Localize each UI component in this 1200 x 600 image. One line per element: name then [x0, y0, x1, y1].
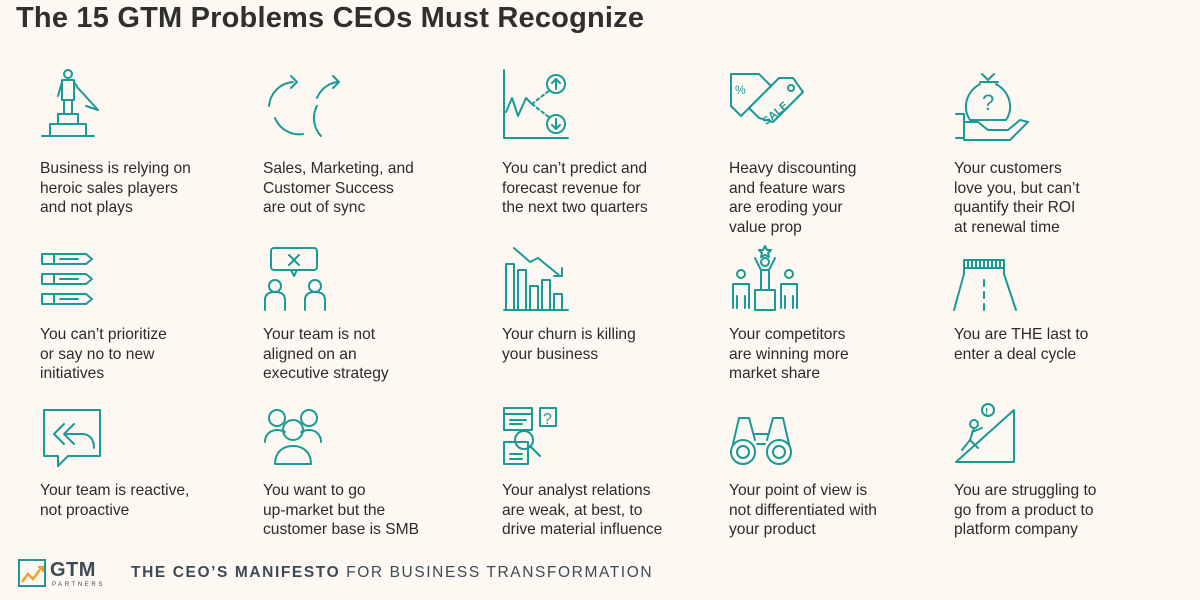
- svg-text:%: %: [735, 83, 746, 97]
- svg-text:!: !: [985, 407, 988, 418]
- priority-list-icon: [40, 246, 120, 326]
- problem-text: Your churn is killing your business: [502, 326, 636, 363]
- problem-text: Sales, Marketing, and Customer Success a…: [263, 160, 414, 217]
- disagreement-icon: [263, 246, 343, 326]
- problem-text: Your competitors are winning more market…: [729, 326, 849, 383]
- page-title: The 15 GTM Problems CEOs Must Recognize: [16, 2, 645, 34]
- problem-text: You are struggling to go from a product …: [954, 482, 1097, 539]
- problem-text: Your customers love you, but can’t quant…: [954, 160, 1080, 236]
- svg-text:?: ?: [543, 411, 552, 428]
- footer-tagline: THE CEO’S MANIFESTO FOR BUSINESS TRANSFO…: [131, 564, 653, 582]
- tagline-rest: FOR BUSINESS TRANSFORMATION: [340, 564, 654, 581]
- problem-text: You want to go up-market but the custome…: [263, 482, 419, 539]
- svg-text:?: ?: [982, 90, 994, 115]
- sync-arrows-icon: [263, 66, 343, 146]
- forecast-chart-icon: [502, 66, 582, 146]
- analyst-research-icon: ?: [502, 404, 582, 484]
- finish-line-icon: [953, 246, 1034, 326]
- declining-chart-icon: [502, 246, 582, 326]
- group-people-icon: [263, 404, 343, 484]
- problem-text: Your team is reactive, not proactive: [40, 482, 190, 519]
- logo-text: GTM: [50, 559, 96, 581]
- money-bag-question-icon: ?: [954, 66, 1034, 146]
- podium-winner-icon: [729, 245, 809, 326]
- logo-subtext: PARTNERS: [52, 582, 105, 588]
- heroic-person-icon: [40, 66, 120, 146]
- climbing-hill-icon: !: [954, 403, 1034, 484]
- problem-text: You can’t predict and forecast revenue f…: [502, 160, 648, 217]
- problem-text: Business is relying on heroic sales play…: [40, 160, 191, 217]
- problem-text: Your team is not aligned on an executive…: [263, 326, 389, 383]
- problem-text: You are THE last to enter a deal cycle: [954, 326, 1089, 363]
- reply-chat-icon: [40, 404, 120, 484]
- sale-tag-icon: % SALE: [729, 66, 809, 146]
- tagline-bold: THE CEO’S MANIFESTO: [131, 564, 341, 581]
- problem-text: Your analyst relations are weak, at best…: [502, 482, 663, 539]
- problem-text: Heavy discounting and feature wars are e…: [729, 160, 857, 236]
- problem-text: Your point of view is not differentiated…: [729, 482, 877, 539]
- svg-text:SALE: SALE: [760, 100, 790, 128]
- binoculars-icon: [729, 404, 809, 484]
- problem-text: You can’t prioritize or say no to new in…: [40, 326, 167, 383]
- gtm-logo: [18, 558, 108, 592]
